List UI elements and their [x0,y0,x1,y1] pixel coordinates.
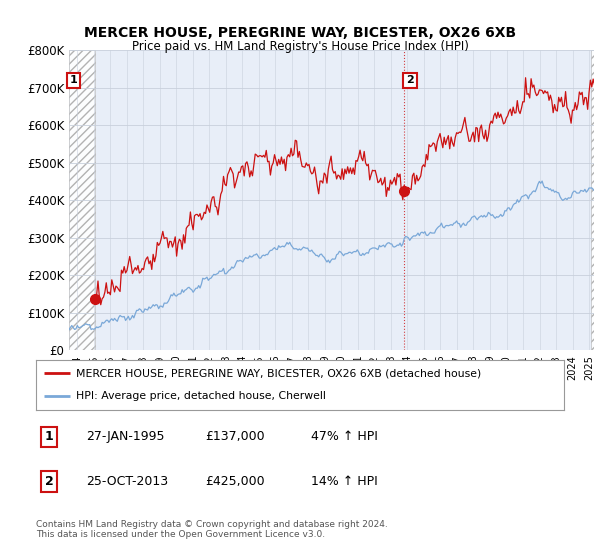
Text: £137,000: £137,000 [205,431,265,444]
Text: Contains HM Land Registry data © Crown copyright and database right 2024.
This d: Contains HM Land Registry data © Crown c… [36,520,388,539]
Text: 47% ↑ HPI: 47% ↑ HPI [311,431,377,444]
Text: £425,000: £425,000 [205,475,265,488]
Text: 25-OCT-2013: 25-OCT-2013 [86,475,168,488]
Text: Price paid vs. HM Land Registry's House Price Index (HPI): Price paid vs. HM Land Registry's House … [131,40,469,53]
Text: MERCER HOUSE, PEREGRINE WAY, BICESTER, OX26 6XB (detached house): MERCER HOUSE, PEREGRINE WAY, BICESTER, O… [76,368,481,378]
Text: 2: 2 [45,475,53,488]
Bar [69,50,95,350]
Text: MERCER HOUSE, PEREGRINE WAY, BICESTER, OX26 6XB: MERCER HOUSE, PEREGRINE WAY, BICESTER, O… [84,26,516,40]
Text: HPI: Average price, detached house, Cherwell: HPI: Average price, detached house, Cher… [76,391,325,402]
Text: 1: 1 [70,76,77,85]
Text: 2: 2 [406,76,414,85]
Text: 27-JAN-1995: 27-JAN-1995 [86,431,164,444]
Bar [590,50,594,350]
Text: 14% ↑ HPI: 14% ↑ HPI [311,475,377,488]
Text: 1: 1 [45,431,53,444]
